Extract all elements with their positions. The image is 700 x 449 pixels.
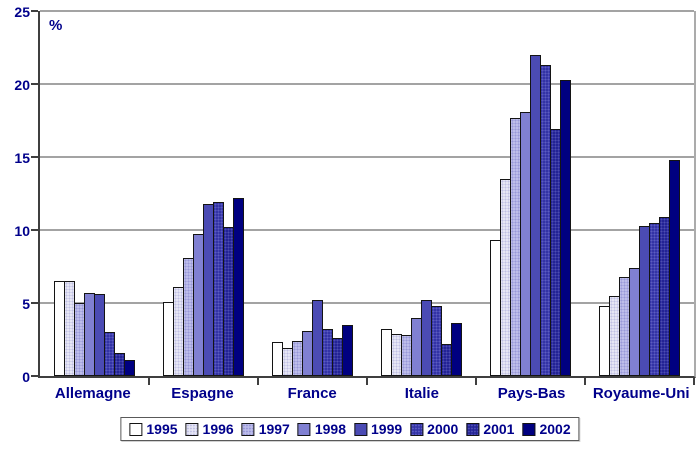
gridline-25	[40, 10, 694, 12]
legend-label-1997: 1997	[258, 421, 290, 437]
category-label-allemagne: Allemagne	[54, 385, 131, 402]
y-axis-unit-label: %	[49, 17, 63, 34]
y-axis-tick-5	[31, 302, 38, 304]
legend-swatch-1997	[241, 422, 255, 436]
legend-item-1998: 1998	[297, 421, 346, 437]
y-tick-label-10: 10	[14, 223, 30, 239]
legend-item-1996: 1996	[185, 421, 234, 437]
bar-italie-2000	[431, 306, 442, 376]
x-axis-tick-4	[475, 378, 477, 385]
category-label-pays-bas: Pays-Bas	[497, 385, 566, 402]
bar-france-2002	[342, 325, 353, 376]
bar-group-france	[258, 11, 367, 376]
legend-item-1997: 1997	[241, 421, 290, 437]
legend-item-2001: 2001	[466, 421, 514, 437]
gridline-10	[40, 229, 694, 231]
legend-swatch-2000	[410, 422, 424, 436]
legend-label-1999: 1999	[371, 421, 403, 437]
x-axis-tick-3	[366, 378, 368, 385]
legend-swatch-2002	[522, 422, 536, 436]
gridline-5	[40, 302, 694, 304]
legend-swatch-2001	[466, 422, 480, 436]
y-tick-label-15: 15	[14, 150, 30, 166]
legend-label-2002: 2002	[539, 421, 571, 437]
category-label-espagne: Espagne	[171, 385, 234, 402]
y-axis-tick-20	[31, 83, 38, 85]
legend-label-1998: 1998	[314, 421, 346, 437]
legend-label-2000: 2000	[427, 421, 459, 437]
bar-group-italie	[367, 11, 476, 376]
x-axis-category-labels: Allemagne Espagne France Italie Pays-Bas Roya…	[38, 385, 696, 405]
category-label-royaume-uni: Royaume-Uni	[592, 385, 690, 402]
x-axis-tick-6	[693, 378, 695, 385]
legend-item-2000: 2000	[410, 421, 458, 437]
bar-group-pays-bas	[476, 11, 585, 376]
gridline-15	[40, 156, 694, 158]
category-label-france: France	[287, 385, 337, 402]
legend-swatch-1995	[129, 422, 143, 436]
legend-item-1999: 1999	[354, 421, 402, 437]
legend-item-2002: 2002	[522, 421, 571, 437]
y-axis-tick-0	[31, 375, 38, 377]
legend-label-1996: 1996	[202, 421, 234, 437]
legend-item-1995: 1995	[129, 421, 178, 437]
bar-espagne-2002	[233, 198, 244, 376]
legend-swatch-1996	[185, 422, 199, 436]
category-label-italie: Italie	[404, 385, 439, 402]
x-axis-tick-2	[257, 378, 259, 385]
bar-groups	[40, 11, 694, 376]
legend-label-2001: 2001	[483, 421, 515, 437]
y-axis-tick-25	[31, 10, 38, 12]
x-axis-tick-5	[584, 378, 586, 385]
y-tick-label-25: 25	[14, 4, 30, 20]
bar-group-royaume-uni	[585, 11, 694, 376]
bar-pays-bas-2002	[560, 80, 571, 376]
bar-group-allemagne	[40, 11, 149, 376]
x-axis-tick-1	[148, 378, 150, 385]
gridline-20	[40, 83, 694, 85]
y-tick-label-5: 5	[22, 296, 30, 312]
legend-swatch-1998	[297, 422, 311, 436]
y-tick-label-0: 0	[22, 369, 30, 385]
bar-allemagne-2002	[124, 360, 135, 376]
legend-swatch-1999	[354, 422, 367, 436]
bar-italie-2002	[451, 323, 462, 376]
legend-label-1995: 1995	[146, 421, 178, 437]
y-axis-tick-15	[31, 156, 38, 158]
bar-royaume-uni-2002	[669, 160, 680, 376]
bar-group-espagne	[149, 11, 258, 376]
plot-area: %	[31, 10, 696, 385]
y-axis-tick-10	[31, 229, 38, 231]
legend: 1995 1996 1997 1998 1999 2000 2001 2002	[120, 417, 580, 441]
y-tick-label-20: 20	[14, 77, 30, 93]
